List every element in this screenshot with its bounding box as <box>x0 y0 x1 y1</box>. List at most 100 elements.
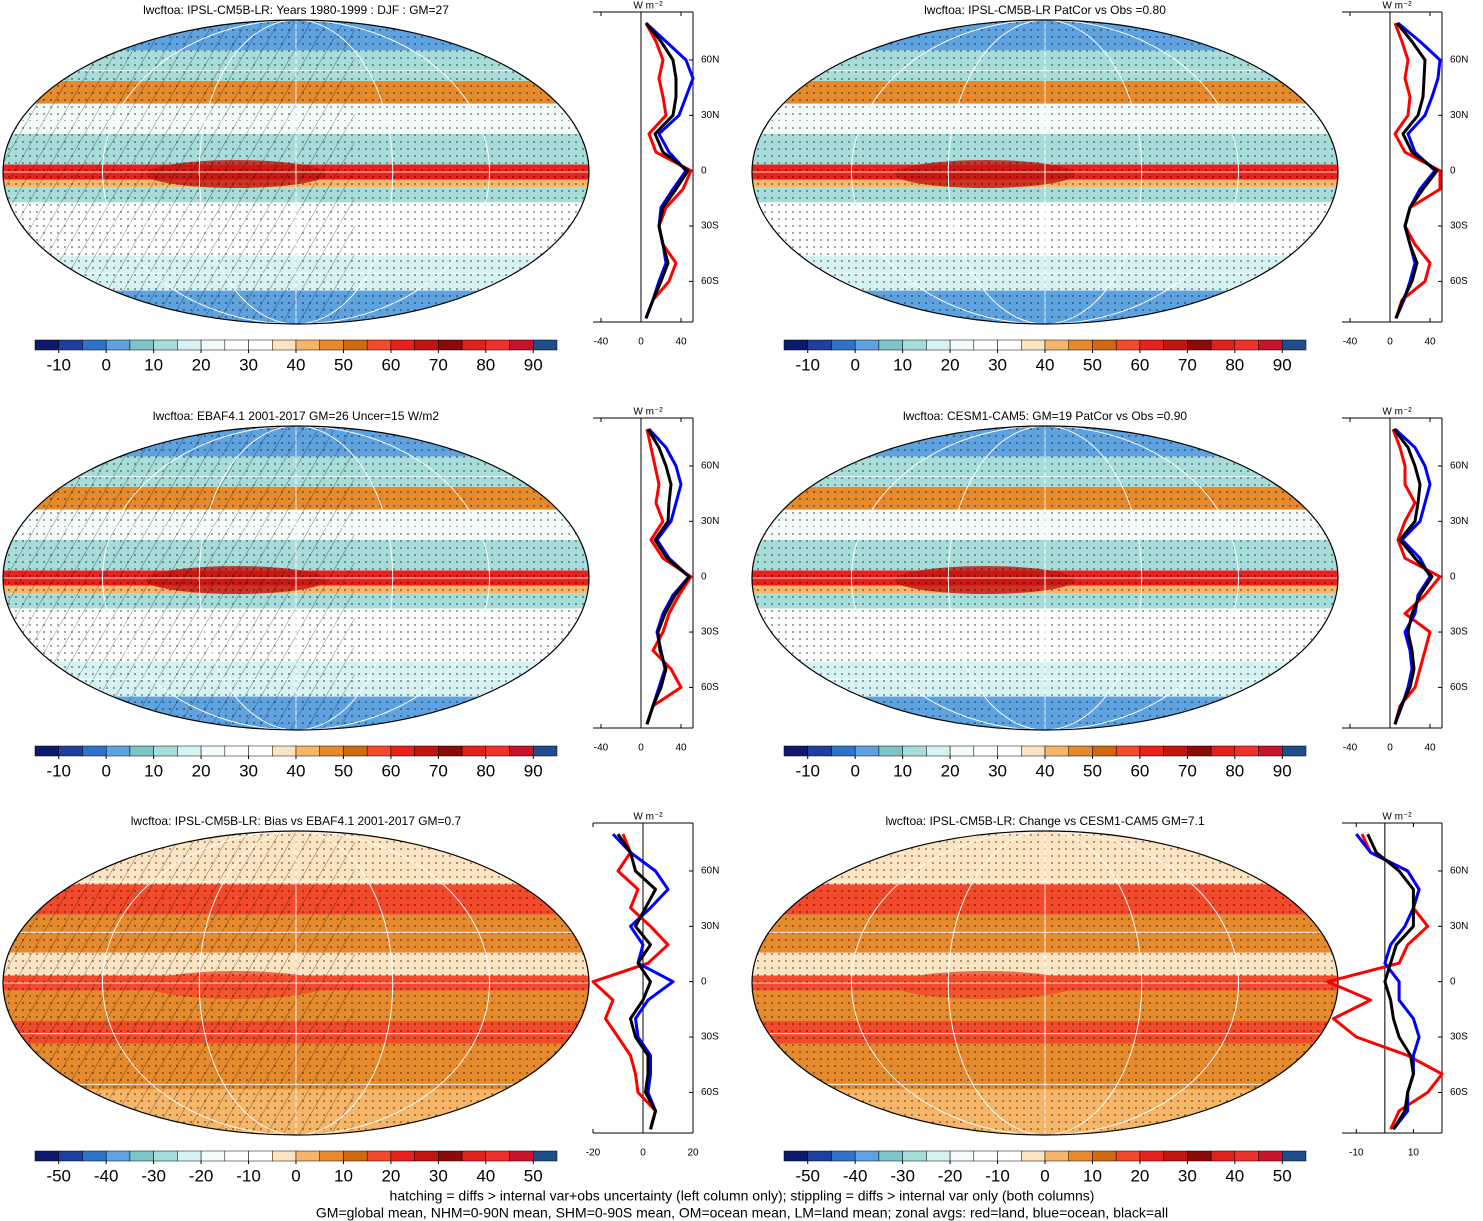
colorbar-box <box>973 339 998 351</box>
y-tick-label: 30N <box>701 516 719 527</box>
x-tick-label: -40 <box>1343 337 1358 348</box>
colorbar-box <box>783 1150 808 1162</box>
colorbar-label: 30 <box>239 761 258 780</box>
y-tick-label: 30S <box>701 221 719 232</box>
colorbar-label: -30 <box>890 1166 915 1185</box>
colorbar-box <box>1282 1150 1307 1162</box>
colorbar-box <box>295 745 320 757</box>
x-tick-label: 0 <box>638 743 644 754</box>
x-tick-label: 0 <box>1387 743 1393 754</box>
colorbar-box <box>973 745 998 757</box>
colorbar-label: 30 <box>429 1166 448 1185</box>
colorbar-label: 10 <box>1083 1166 1102 1185</box>
units-label: W m⁻² <box>1382 812 1412 823</box>
map-border <box>2 19 590 325</box>
colorbar-box <box>949 339 975 351</box>
y-tick-label: 60N <box>1450 866 1468 877</box>
colorbar-box <box>1068 339 1093 351</box>
colorbar-box <box>902 339 927 351</box>
colorbar-label: 90 <box>1273 761 1292 780</box>
colorbar-box <box>1210 745 1236 757</box>
map-border <box>2 830 590 1136</box>
colorbar-box <box>807 745 832 757</box>
colorbar-box <box>319 1150 344 1162</box>
colorbar-box <box>807 339 832 351</box>
colorbar-box <box>1234 1150 1259 1162</box>
colorbar-box <box>878 339 903 351</box>
colorbar-box <box>1092 339 1117 351</box>
units-label: W m⁻² <box>633 407 663 418</box>
colorbar-box <box>878 745 903 757</box>
colorbar-box <box>1139 339 1164 351</box>
colorbar-label: 60 <box>1130 761 1149 780</box>
y-tick-label: 0 <box>701 165 707 176</box>
colorbar-box <box>1210 339 1236 351</box>
colorbar-label: -40 <box>94 1166 119 1185</box>
colorbar-label: 90 <box>524 761 543 780</box>
colorbar-label: 20 <box>381 1166 400 1185</box>
x-tick-label: 40 <box>675 743 687 754</box>
colorbar-label: 80 <box>1225 355 1244 374</box>
colorbar-box <box>438 1150 463 1162</box>
graticule <box>198 831 394 1135</box>
y-tick-label: 60N <box>701 461 719 472</box>
colorbar-label: 70 <box>429 761 448 780</box>
colorbar-box <box>1163 745 1188 757</box>
x-tick-label: 40 <box>1424 337 1436 348</box>
colorbar-label: 50 <box>1083 355 1102 374</box>
colorbar-box <box>485 1150 510 1162</box>
graticule <box>198 20 394 324</box>
colorbar-label: 30 <box>1178 1166 1197 1185</box>
colorbar-box <box>1234 745 1259 757</box>
y-tick-label: 30N <box>1450 516 1468 527</box>
colorbar-box <box>485 745 510 757</box>
x-tick-label: 0 <box>1387 337 1393 348</box>
colorbar-box <box>1092 745 1117 757</box>
x-tick-label: 20 <box>687 1148 699 1159</box>
map-field <box>3 831 589 1135</box>
colorbar-box <box>414 1150 439 1162</box>
zonal-line <box>591 833 670 1130</box>
colorbar-box <box>1021 339 1046 351</box>
graticule <box>102 831 490 1135</box>
colorbar-box <box>854 745 880 757</box>
colorbar-box <box>272 339 297 351</box>
colorbar-box <box>1187 339 1212 351</box>
colorbar-box <box>1068 1150 1093 1162</box>
map-title: lwcftoa: CESM1-CAM5: GM=19 PatCor vs Obs… <box>903 409 1187 423</box>
colorbar-box <box>105 1150 131 1162</box>
graticule <box>851 831 1239 1135</box>
y-tick-label: 30N <box>701 110 719 121</box>
x-tick-label: -40 <box>594 337 609 348</box>
map-field <box>3 20 589 324</box>
colorbar-label: 40 <box>1036 355 1055 374</box>
y-tick-label: 0 <box>701 571 707 582</box>
y-tick-label: 0 <box>1450 976 1456 987</box>
colorbar-label: 40 <box>287 761 306 780</box>
colorbar-box <box>1115 745 1141 757</box>
colorbar-box <box>390 745 415 757</box>
colorbar-box <box>58 339 83 351</box>
y-tick-label: 60N <box>701 55 719 66</box>
colorbar-label: 0 <box>850 761 859 780</box>
x-tick-label: -20 <box>586 1148 601 1159</box>
colorbar-box <box>533 339 558 351</box>
colorbar-box <box>1021 1150 1046 1162</box>
y-tick-label: 60S <box>1450 682 1468 693</box>
colorbar-label: 50 <box>334 761 353 780</box>
map-field <box>752 426 1338 730</box>
y-tick-label: 30S <box>1450 221 1468 232</box>
x-tick-label: 0 <box>638 337 644 348</box>
colorbar-box <box>295 339 320 351</box>
graticule <box>102 426 490 730</box>
colorbar-box <box>1092 1150 1117 1162</box>
map-title: lwcftoa: IPSL-CM5B-LR PatCor vs Obs =0.8… <box>924 3 1166 17</box>
colorbar-label: 60 <box>381 355 400 374</box>
colorbar-box <box>878 1150 903 1162</box>
colorbar-label: 30 <box>988 761 1007 780</box>
colorbar-box <box>82 745 107 757</box>
colorbar-label: 70 <box>429 355 448 374</box>
map-title: lwcftoa: IPSL-CM5B-LR: Years 1980-1999 :… <box>143 3 449 17</box>
colorbar-box <box>1234 339 1259 351</box>
